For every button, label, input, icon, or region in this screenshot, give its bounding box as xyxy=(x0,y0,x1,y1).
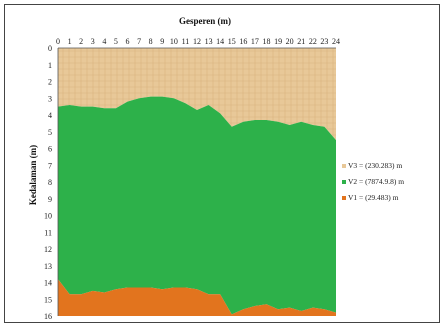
y-tick-label: 9 xyxy=(48,195,52,204)
y-tick-label: 12 xyxy=(44,245,52,254)
y-tick-label: 15 xyxy=(44,295,52,304)
y-tick-label: 11 xyxy=(44,228,52,237)
x-tick-label: 11 xyxy=(182,37,190,46)
y-tick-label: 5 xyxy=(48,128,52,137)
y-tick-label: 14 xyxy=(44,279,52,288)
x-tick-label: 1 xyxy=(68,37,72,46)
y-tick-label: 13 xyxy=(44,262,52,271)
legend-label: V3 = (230.283) m xyxy=(348,161,402,170)
x-tick-label: 8 xyxy=(149,37,153,46)
x-tick-label: 14 xyxy=(216,37,224,46)
legend-swatch xyxy=(342,164,346,168)
x-tick-label: 9 xyxy=(160,37,164,46)
y-tick-label: 1 xyxy=(48,61,52,70)
x-tick-label: 19 xyxy=(274,37,282,46)
x-tick-label: 22 xyxy=(309,37,317,46)
x-tick-label: 13 xyxy=(205,37,213,46)
x-tick-label: 3 xyxy=(91,37,95,46)
y-tick-label: 8 xyxy=(48,178,52,187)
series-area-v1 xyxy=(58,279,336,316)
x-tick-label: 23 xyxy=(320,37,328,46)
legend-swatch xyxy=(342,180,346,184)
legend-swatch xyxy=(342,196,346,200)
y-tick-label: 7 xyxy=(48,161,52,170)
y-tick-label: 16 xyxy=(44,312,52,321)
x-tick-label: 2 xyxy=(79,37,83,46)
y-tick-label: 0 xyxy=(48,44,52,53)
y-tick-label: 2 xyxy=(48,78,52,87)
legend-label: V2 = (7874.9.8) m xyxy=(348,177,404,186)
y-tick-label: 10 xyxy=(44,212,52,221)
x-tick-label: 20 xyxy=(286,37,294,46)
y-axis-title: Kedalaman (m) xyxy=(28,145,38,205)
y-tick-label: 6 xyxy=(48,145,52,154)
x-tick-label: 10 xyxy=(170,37,178,46)
series-area-v2 xyxy=(58,96,336,315)
x-tick-label: 6 xyxy=(126,37,130,46)
x-tick-label: 15 xyxy=(228,37,236,46)
y-tick-label: 3 xyxy=(48,94,52,103)
legend-label: V1 = (29.483) m xyxy=(348,193,399,202)
x-axis-title: Gesperen (m) xyxy=(179,16,231,26)
y-tick-label: 4 xyxy=(48,111,52,120)
x-tick-label: 18 xyxy=(263,37,271,46)
series-area-v3 xyxy=(58,48,336,141)
x-tick-label: 4 xyxy=(102,37,106,46)
x-tick-label: 16 xyxy=(239,37,247,46)
x-tick-label: 5 xyxy=(114,37,118,46)
x-tick-label: 0 xyxy=(56,37,60,46)
x-tick-label: 17 xyxy=(251,37,259,46)
x-tick-label: 12 xyxy=(193,37,201,46)
x-tick-label: 24 xyxy=(332,37,340,46)
x-tick-label: 21 xyxy=(297,37,305,46)
x-tick-label: 7 xyxy=(137,37,141,46)
